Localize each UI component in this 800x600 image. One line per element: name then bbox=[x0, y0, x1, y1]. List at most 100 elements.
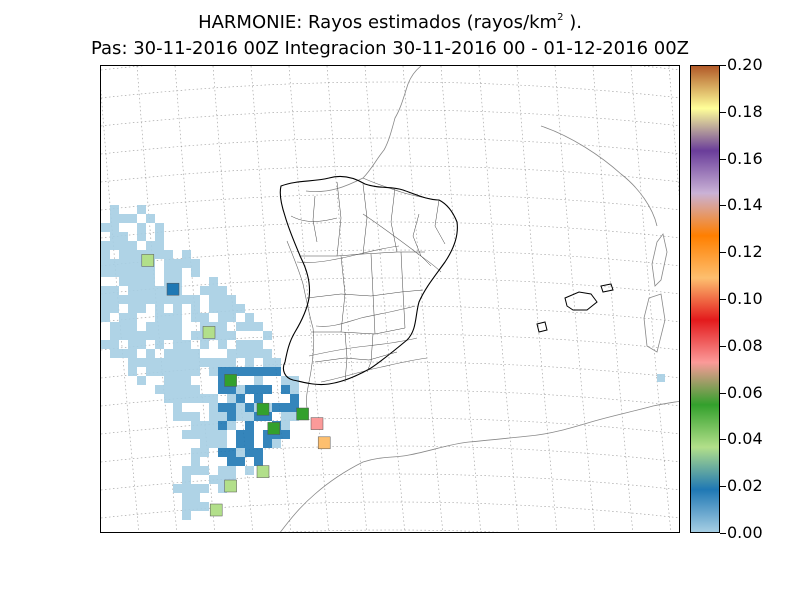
lightning-pixel bbox=[119, 250, 128, 259]
lightning-cell bbox=[310, 417, 324, 430]
lightning-pixel bbox=[227, 466, 236, 475]
lightning-pixel bbox=[191, 268, 200, 277]
lightning-pixel bbox=[182, 430, 191, 439]
colorbar-tick-label: 0.18 bbox=[727, 101, 763, 121]
isolated-cell bbox=[657, 374, 665, 382]
graticule bbox=[101, 66, 679, 532]
parallel-line bbox=[101, 193, 679, 211]
sardinia-coast bbox=[643, 293, 666, 353]
lightning-pixel bbox=[155, 367, 164, 376]
lightning-pixel bbox=[155, 313, 164, 322]
lightning-pixel bbox=[245, 349, 254, 358]
lightning-pixel bbox=[146, 277, 155, 286]
lightning-pixel bbox=[191, 313, 200, 322]
lightning-pixel bbox=[236, 340, 245, 349]
lightning-pixel bbox=[191, 331, 200, 340]
lightning-pixel bbox=[110, 259, 119, 268]
lightning-pixel bbox=[254, 367, 263, 376]
lightning-pixel bbox=[164, 268, 173, 277]
lightning-pixel bbox=[110, 340, 119, 349]
lightning-pixel bbox=[245, 403, 254, 412]
lightning-pixel bbox=[182, 466, 191, 475]
lightning-pixel bbox=[209, 394, 218, 403]
lightning-pixel bbox=[218, 430, 227, 439]
lightning-pixel bbox=[236, 439, 245, 448]
lightning-pixel bbox=[182, 259, 191, 268]
meridian-line bbox=[212, 66, 254, 532]
lightning-pixel bbox=[209, 358, 218, 367]
lightning-cell bbox=[224, 374, 237, 387]
lightning-pixel bbox=[110, 268, 119, 277]
map-title-line-2: Pas: 30-11-2016 00Z Integracion 30-11-20… bbox=[90, 38, 689, 59]
lightning-pixel bbox=[218, 403, 227, 412]
duero-river bbox=[296, 245, 400, 263]
lightning-pixel bbox=[254, 376, 263, 385]
province-line bbox=[362, 183, 368, 255]
lightning-pixel bbox=[200, 502, 209, 511]
meridian-line bbox=[364, 66, 406, 532]
colorbar-tick bbox=[720, 486, 726, 488]
north-africa-coast bbox=[280, 400, 679, 532]
lightning-pixel bbox=[209, 412, 218, 421]
lightning-pixel bbox=[146, 214, 155, 223]
lightning-pixel bbox=[254, 412, 263, 421]
lightning-pixel bbox=[254, 385, 263, 394]
parallel-line bbox=[281, 529, 501, 532]
lightning-pixel bbox=[164, 376, 173, 385]
lightning-pixel bbox=[263, 331, 272, 340]
province-line bbox=[344, 331, 348, 383]
colorbar bbox=[690, 65, 720, 533]
province-line bbox=[314, 351, 398, 363]
province-line bbox=[306, 289, 424, 299]
lightning-pixel bbox=[164, 349, 173, 358]
lightning-pixel bbox=[200, 286, 209, 295]
lightning-pixel bbox=[182, 493, 191, 502]
lightning-pixel bbox=[119, 322, 128, 331]
lightning-pixel bbox=[245, 430, 254, 439]
lightning-pixel bbox=[101, 241, 110, 250]
lightning-pixel bbox=[119, 277, 128, 286]
lightning-pixel bbox=[128, 313, 137, 322]
lightning-pixel bbox=[218, 448, 227, 457]
lightning-pixel bbox=[173, 358, 182, 367]
lightning-pixel bbox=[191, 448, 200, 457]
lightning-pixel bbox=[119, 241, 128, 250]
lightning-pixel bbox=[128, 331, 137, 340]
lightning-pixel bbox=[272, 439, 281, 448]
guadiana-river bbox=[308, 337, 418, 357]
lightning-pixel bbox=[173, 340, 182, 349]
meridian-line bbox=[668, 66, 679, 196]
france-coast bbox=[305, 66, 422, 193]
province-line bbox=[370, 253, 376, 335]
lightning-pixel bbox=[128, 241, 137, 250]
lightning-pixel bbox=[281, 412, 290, 421]
lightning-pixel bbox=[191, 385, 200, 394]
lightning-pixel bbox=[200, 439, 209, 448]
lightning-pixel bbox=[272, 358, 281, 367]
lightning-pixel bbox=[182, 349, 191, 358]
tagus-river bbox=[315, 305, 416, 327]
lightning-pixel bbox=[191, 493, 200, 502]
lightning-pixel bbox=[128, 358, 137, 367]
lightning-cell bbox=[224, 479, 237, 493]
alpine-coast bbox=[540, 125, 658, 227]
province-line bbox=[434, 199, 446, 245]
colorbar-tick bbox=[720, 252, 726, 254]
portugal-spain-border bbox=[286, 240, 315, 409]
lightning-pixel bbox=[254, 340, 263, 349]
lightning-pixel bbox=[128, 268, 137, 277]
lightning-pixel bbox=[173, 259, 182, 268]
lightning-pixel bbox=[101, 304, 110, 313]
lightning-pixel bbox=[137, 277, 146, 286]
lightning-pixel bbox=[191, 349, 200, 358]
lightning-pixel bbox=[155, 358, 164, 367]
lightning-pixel bbox=[119, 259, 128, 268]
ebro-river bbox=[362, 213, 442, 273]
title-suffix: ). bbox=[563, 12, 582, 33]
lightning-pixel bbox=[245, 322, 254, 331]
meridian-line bbox=[516, 66, 558, 532]
lightning-pixel bbox=[173, 349, 182, 358]
colorbar-tick bbox=[720, 533, 726, 534]
colorbar-tick bbox=[720, 345, 726, 347]
lightning-pixel bbox=[254, 448, 263, 457]
